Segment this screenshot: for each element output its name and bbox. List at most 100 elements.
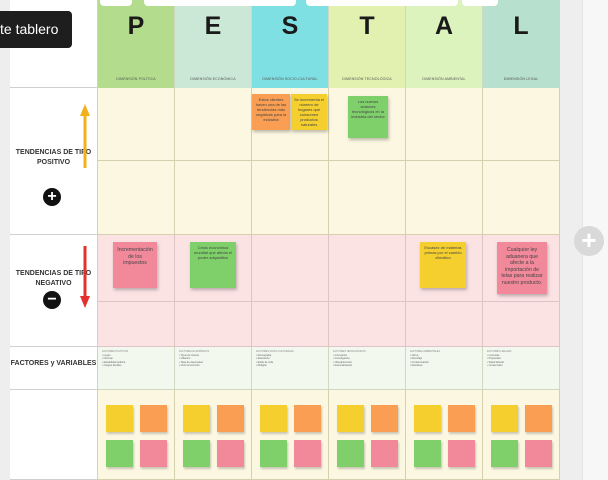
sticky-note-template[interactable] [140,405,167,432]
factor-list: FACTORES TECNOLÓGICOS • Innovación • Inves… [333,350,404,368]
row-label-factors-text: FACTORES y VARIABLES [10,360,97,367]
sticky-note-template[interactable] [183,405,210,432]
sticky-note-template[interactable] [183,440,210,467]
sticky-note-template[interactable] [260,405,287,432]
row-label-positive-text: TENDENCIAS DE TIPO POSITIVO [15,149,92,166]
positive-cell[interactable] [406,161,483,235]
factor-list-item: • Tipos de interés [179,353,199,357]
factor-list-item: • Normas [102,357,113,361]
factor-list-item: • Estilo de vida [256,360,274,364]
sticky-note-template[interactable] [294,440,321,467]
add-column-button[interactable]: + [574,226,604,256]
minus-circle-icon[interactable]: − [43,291,61,309]
column-header[interactable]: P DIMENSIÓN POLÍTICA [98,0,175,88]
positive-cell[interactable] [406,88,483,161]
sticky-note[interactable]: Escasez de materias primas por el cambio… [420,242,466,288]
factor-list-title: FACTORES TECNOLÓGICOS [333,350,366,353]
sticky-note[interactable]: Crisis económica mundial que afecta el p… [190,242,236,288]
negative-cell[interactable] [406,302,483,347]
negative-cell[interactable] [175,302,252,347]
column-header[interactable]: E DIMENSIÓN ECONÓMICA [175,0,252,88]
sticky-note[interactable]: Incrementación de los impuestos [113,242,157,288]
factors-cell[interactable] [98,347,175,390]
sticky-note-template[interactable] [106,405,133,432]
row-label-negative: TENDENCIAS DE TIPO NEGATIVO − [10,235,98,347]
sticky-note-template[interactable] [525,405,552,432]
toolbar-pill[interactable] [306,0,458,6]
factor-list-item: • Propiedad [487,357,501,361]
negative-cell[interactable] [329,302,406,347]
factor-list-item: • Consumidor [487,364,503,368]
sticky-note-template[interactable] [140,440,167,467]
positive-cell[interactable] [252,161,329,235]
column-t: T DIMENSIÓN TECNOLÓGICA FACTORES TECNOLÓGI… [329,0,406,480]
sticky-note-template[interactable] [260,440,287,467]
factor-list-title: FACTORES LEGALES [487,350,512,353]
sticky-note-template[interactable] [448,440,475,467]
toolbar-pill[interactable] [462,0,498,6]
sticky-note[interactable]: Cualquier ley aduanera que afecte a la i… [497,242,547,294]
sticky-note-template[interactable] [337,440,364,467]
column-dimension-label: DIMENSIÓN TECNOLÓGICA [342,77,392,81]
column-header[interactable]: A DIMENSIÓN AMBIENTAL [406,0,483,88]
tooltip: te tablero [0,11,72,48]
factor-list-item: • Salud laboral [487,360,504,364]
toolbar-pill[interactable] [100,0,132,6]
positive-cell[interactable] [483,161,560,235]
sticky-note-template[interactable] [491,440,518,467]
sticky-note-template[interactable] [525,440,552,467]
factor-list-item: • Demografía [256,353,272,357]
positive-cell[interactable] [483,88,560,161]
positive-cell[interactable] [329,161,406,235]
positive-cell[interactable] [175,161,252,235]
factor-list-item: • Inflación [179,357,191,361]
top-toolbar [100,0,560,6]
row-label-bottom-blank [10,390,98,480]
factor-list: FACTORES SOCIO-CULTURALES • Demografía • E… [256,350,327,368]
sticky-note-template[interactable] [414,440,441,467]
sticky-note-template[interactable] [448,405,475,432]
negative-cell[interactable] [98,302,175,347]
factor-list: FACTORES AMBIENTALES • Clima • Reciclaje • … [410,350,481,368]
negative-cell[interactable] [252,302,329,347]
sticky-note-template[interactable] [371,405,398,432]
sticky-note-template[interactable] [491,405,518,432]
column-header[interactable]: S DIMENSIÓN SOCIO-CULTURAL [252,0,329,88]
column-a: A DIMENSIÓN AMBIENTAL FACTORES AMBIENTALES… [406,0,483,480]
factors-cell[interactable] [329,347,406,390]
sticky-note-template[interactable] [371,440,398,467]
pestal-board[interactable]: TENDENCIAS DE TIPO POSITIVO + TENDENCIAS… [10,0,560,480]
negative-cell[interactable] [329,235,406,302]
sticky-note-template[interactable] [217,405,244,432]
positive-cell[interactable] [98,161,175,235]
row-label-factors: FACTORES y VARIABLES [10,347,98,390]
positive-cell[interactable] [98,88,175,161]
factors-cell[interactable] [252,347,329,390]
toolbar-pill[interactable] [144,0,296,6]
negative-cell[interactable] [252,235,329,302]
factor-list: FACTORES ECONÓMICOS • Tipos de interés • I… [179,350,250,368]
sticky-note[interactable]: Los nuevos avances tecnológicos en la in… [348,96,388,138]
factors-cell[interactable] [175,347,252,390]
column-letter: L [513,12,529,40]
column-header[interactable]: T DIMENSIÓN TECNOLÓGICA [329,0,406,88]
column-letter: T [359,12,375,40]
sticky-note-template[interactable] [414,405,441,432]
sticky-note-template[interactable] [106,440,133,467]
sticky-note-template[interactable] [217,440,244,467]
factor-list-item: • Innovación [333,353,348,357]
plus-circle-icon[interactable]: + [43,188,61,206]
factors-cell[interactable] [406,347,483,390]
positive-cell[interactable] [175,88,252,161]
row-label-negative-text: TENDENCIAS DE TIPO NEGATIVO [15,270,92,287]
factor-list-item: • Contaminación [410,360,429,364]
factor-list: FACTORES LEGALES • Licencias • Propiedad • … [487,350,558,368]
negative-cell[interactable] [483,302,560,347]
sticky-note-template[interactable] [337,405,364,432]
factors-cell[interactable] [483,347,560,390]
sticky-note[interactable]: Estos clientes hacen una de las tendenci… [252,94,290,130]
column-header[interactable]: L DIMENSIÓN LEGAL [483,0,560,88]
sticky-note-template[interactable] [294,405,321,432]
sticky-note[interactable]: Se incrementa el número de hogares que c… [291,94,327,130]
